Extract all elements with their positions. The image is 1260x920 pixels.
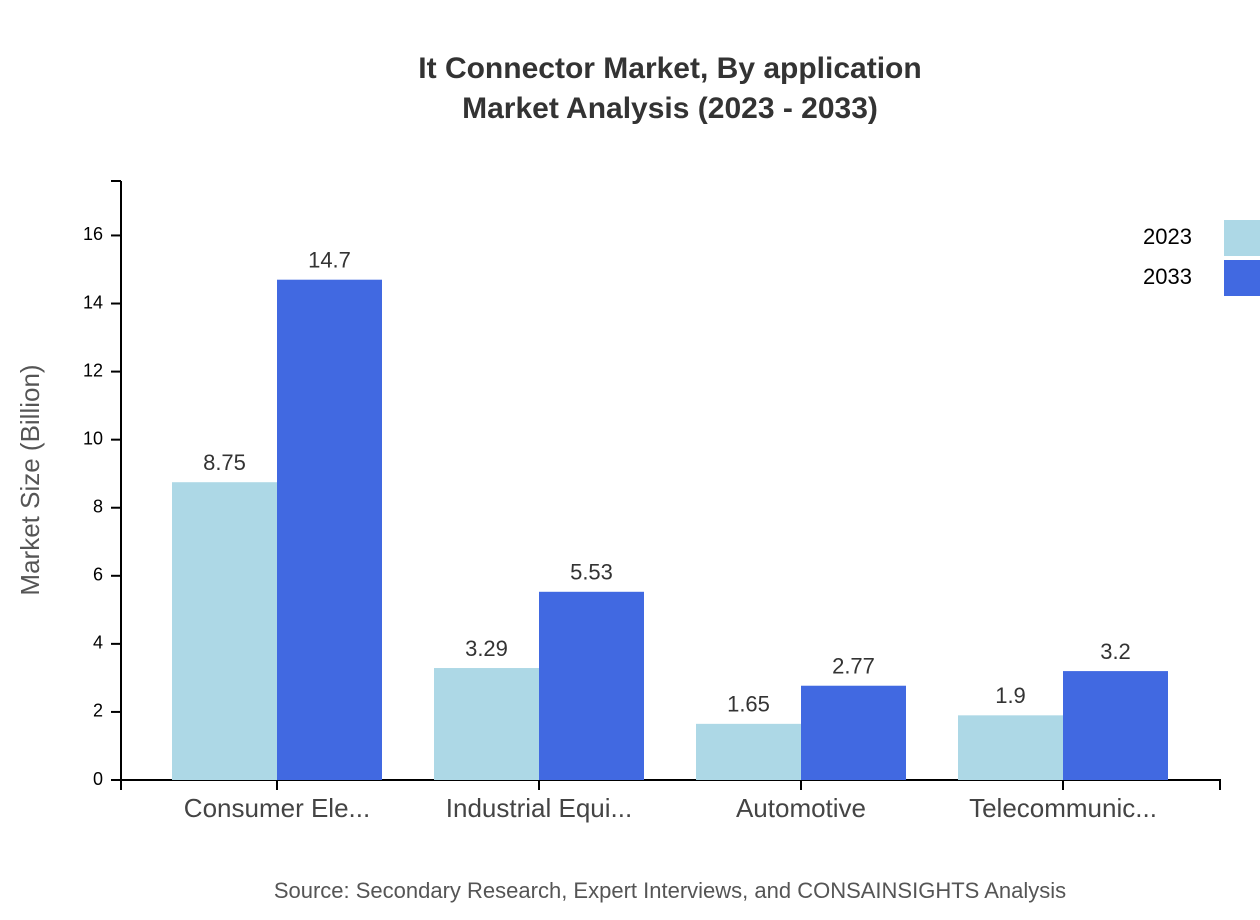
value-label: 3.29 <box>465 636 508 661</box>
y-tick-label: 6 <box>93 565 103 585</box>
legend-label: 2023 <box>1143 224 1192 249</box>
source-note: Source: Secondary Research, Expert Inter… <box>274 878 1066 903</box>
bar <box>539 591 644 780</box>
value-label: 2.77 <box>832 654 875 679</box>
value-label: 1.65 <box>727 692 770 717</box>
value-label: 3.2 <box>1100 639 1131 664</box>
y-tick-label: 16 <box>83 224 103 244</box>
legend-swatch <box>1224 220 1260 256</box>
bar <box>696 723 801 780</box>
x-tick-label: Telecommunic... <box>969 793 1157 823</box>
y-tick-label: 0 <box>93 769 103 789</box>
y-tick-label: 4 <box>93 633 103 653</box>
chart-title: It Connector Market, By application <box>418 52 921 85</box>
bar <box>277 279 382 780</box>
bar <box>1063 671 1168 780</box>
y-axis-label: Market Size (Billion) <box>15 364 45 595</box>
x-tick-label: Automotive <box>736 793 866 823</box>
legend-swatch <box>1224 260 1260 296</box>
value-label: 5.53 <box>570 560 613 585</box>
y-tick-label: 10 <box>83 428 103 448</box>
y-tick-label: 2 <box>93 701 103 721</box>
value-label: 1.9 <box>995 683 1026 708</box>
x-tick-label: Consumer Ele... <box>184 793 370 823</box>
value-label: 14.7 <box>308 248 351 273</box>
y-tick-label: 12 <box>83 360 103 380</box>
value-label: 8.75 <box>203 450 246 475</box>
bar <box>958 715 1063 780</box>
y-tick-label: 8 <box>93 496 103 516</box>
x-tick-label: Industrial Equi... <box>446 793 632 823</box>
bar <box>172 482 277 780</box>
legend-label: 2033 <box>1143 264 1192 289</box>
bar <box>434 668 539 780</box>
y-tick-label: 14 <box>83 292 103 312</box>
bar <box>801 685 906 780</box>
chart-subtitle: Market Analysis (2023 - 2033) <box>462 92 878 125</box>
